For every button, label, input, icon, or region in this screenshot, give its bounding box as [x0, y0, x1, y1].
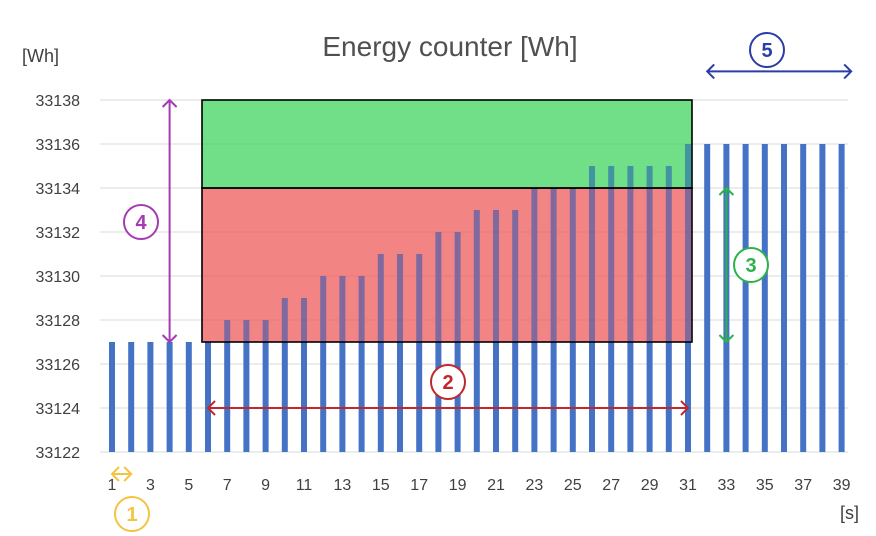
bar [473, 210, 480, 452]
arrow-head [718, 334, 735, 344]
y-tick-label: 33138 [36, 93, 81, 110]
x-axis-label: [s] [840, 503, 859, 523]
x-tick-label: 39 [833, 477, 851, 494]
x-tick-label: 15 [372, 477, 390, 494]
bar [665, 166, 672, 452]
bar [358, 276, 365, 452]
x-tick-label: 7 [223, 477, 232, 494]
x-tick-label: 17 [410, 477, 428, 494]
x-tick-label: 13 [334, 477, 352, 494]
bar [704, 144, 711, 452]
bar [761, 144, 768, 452]
arrow-head [718, 186, 735, 196]
x-tick-label: 37 [794, 477, 812, 494]
bar [512, 210, 519, 452]
y-tick-label: 33122 [36, 445, 81, 462]
bar [185, 342, 192, 452]
x-tick-label: 25 [564, 477, 582, 494]
bar [397, 254, 403, 452]
x-tick-label: 5 [184, 477, 193, 494]
bar [262, 320, 269, 452]
x-tick-label: 19 [449, 477, 467, 494]
bar [128, 342, 135, 452]
y-tick-label: 33128 [36, 313, 81, 330]
red-zone-outline [201, 187, 693, 343]
marker-badge-2 [430, 364, 466, 400]
x-tick-label: 21 [487, 477, 505, 494]
bar [608, 166, 615, 452]
marker-badge-3 [733, 247, 769, 283]
bar [838, 144, 845, 452]
x-tick-label: 33 [718, 477, 736, 494]
marker-label-4: 4 [135, 212, 147, 234]
arrow-head [161, 98, 178, 108]
x-tick-label: 9 [261, 477, 270, 494]
bar [243, 320, 250, 452]
arrow-head [110, 466, 120, 482]
x-tick-label: 23 [526, 477, 544, 494]
arrow-head [843, 63, 853, 80]
x-tick-label: 3 [146, 477, 155, 494]
y-tick-label: 33134 [36, 181, 81, 198]
arrow-head [161, 334, 178, 344]
bar [819, 144, 826, 452]
bar [742, 144, 749, 452]
bar [416, 254, 423, 452]
bar [166, 342, 173, 452]
y-tick-label: 33130 [36, 269, 81, 286]
x-tick-label: 29 [641, 477, 659, 494]
bar [569, 188, 576, 452]
x-tick-label: 1 [108, 477, 117, 494]
marker-label-5: 5 [761, 40, 772, 62]
arrow-head [705, 63, 715, 80]
marker-badge-1 [114, 496, 150, 532]
bar [550, 188, 557, 452]
y-tick-label: 33132 [36, 225, 81, 242]
bar [493, 210, 499, 452]
marker-badge-4 [123, 204, 159, 240]
arrow-head [680, 400, 690, 416]
bar [147, 342, 154, 452]
y-tick-label: 33126 [36, 357, 81, 374]
bar [320, 276, 327, 452]
marker-label-1: 1 [126, 504, 137, 526]
bar [800, 144, 807, 452]
green-zone-outline [201, 99, 693, 189]
bar [377, 254, 384, 452]
bar [627, 166, 634, 452]
y-tick-label: 33124 [36, 401, 81, 418]
chart-title: Energy counter [Wh] [322, 31, 577, 62]
y-axis-label: [Wh] [22, 46, 59, 66]
zone-outlines [201, 99, 693, 343]
arrow-head [123, 466, 133, 482]
bar [646, 166, 653, 452]
x-tick-label: 11 [296, 477, 313, 494]
bar [205, 342, 211, 452]
bar [339, 276, 346, 452]
y-axis-ticks: 33122 33124 33126 33128 33130 33132 33134 33136… [36, 93, 81, 462]
bar [224, 320, 231, 452]
x-tick-label: 27 [602, 477, 620, 494]
marker-label-2: 2 [442, 372, 453, 394]
bar [589, 166, 595, 452]
bar [685, 144, 691, 452]
bar [781, 144, 787, 452]
bar [281, 298, 288, 452]
bar [301, 298, 307, 452]
x-tick-label: 35 [756, 477, 774, 494]
marker-badge-5 [749, 32, 785, 68]
x-axis-ticks: 1 3 5 7 9 11 13 15 17 19 21 23 25 27 29 31 33 35 37 39 [108, 477, 851, 494]
bar [109, 342, 115, 452]
x-tick-label: 31 [679, 477, 697, 494]
y-tick-label: 33136 [36, 137, 81, 154]
marker-label-3: 3 [745, 255, 756, 277]
arrow-head [206, 400, 216, 416]
bar [531, 188, 538, 452]
